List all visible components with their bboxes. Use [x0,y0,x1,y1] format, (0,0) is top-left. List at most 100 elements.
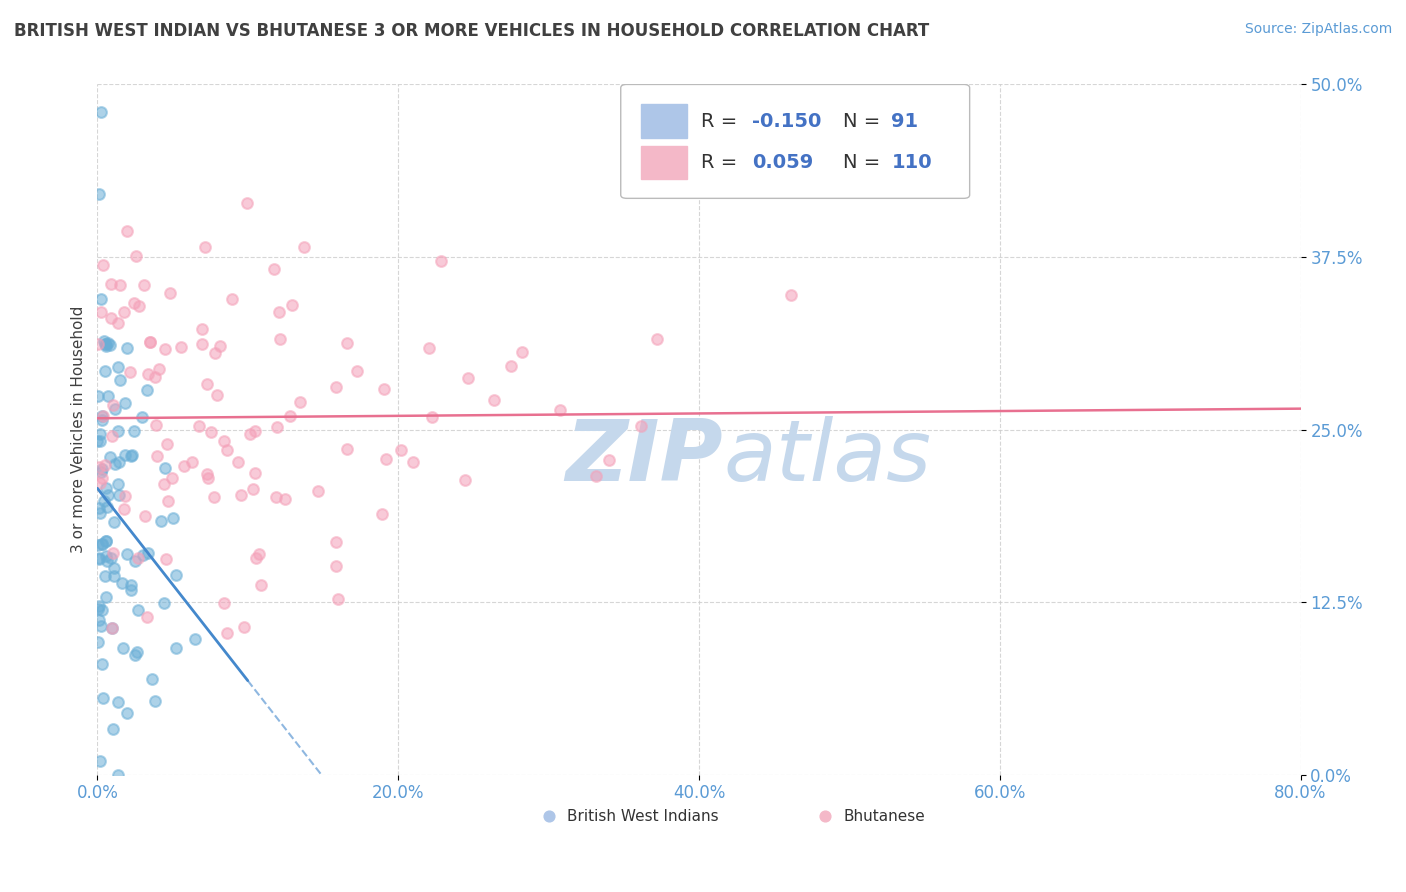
Text: ZIP: ZIP [565,416,723,499]
Point [336,442,359,456]
Point [200,425,222,439]
Point [87,635,110,649]
Point [110,373,132,387]
Point [94,591,117,605]
Point [89,599,111,614]
Point [336,336,359,351]
Point [93,334,115,349]
Point [108,277,131,292]
Point [243,425,266,439]
Point [91,409,114,424]
Point [115,341,138,355]
Point [112,305,135,319]
Point [122,425,145,439]
Point [420,409,443,424]
Point [91,470,114,484]
Point [104,401,127,416]
Point [86,434,108,449]
Point [87,613,110,627]
Point [107,488,129,502]
Text: N =: N = [844,112,887,130]
Point [87,601,110,615]
Point [136,546,159,560]
Point [430,254,453,268]
Point [221,292,243,306]
Point [101,429,124,443]
Point [217,625,239,640]
Point [87,501,110,516]
Point [156,436,179,450]
Point [165,567,187,582]
Point [96,500,118,515]
Point [202,490,225,504]
Text: R =: R = [702,112,744,130]
Point [233,620,256,634]
Point [204,346,226,360]
Point [124,648,146,662]
Point [145,450,167,464]
Point [87,389,110,403]
Point [94,364,117,378]
Point [120,582,142,597]
Text: 91: 91 [891,112,918,130]
Point [89,754,111,768]
Point [191,321,214,335]
Point [97,488,120,502]
Point [273,491,295,506]
Point [87,551,110,566]
Point [454,473,477,487]
Point [108,455,131,469]
Point [107,695,129,709]
Point [326,592,349,607]
Point [281,298,304,312]
Point [136,368,159,382]
Point [278,409,301,423]
Point [100,338,122,352]
Point [112,640,135,655]
FancyBboxPatch shape [641,104,688,137]
Point [205,387,228,401]
Point [103,568,125,582]
Point [162,471,184,485]
Point [94,549,117,563]
Point [112,502,135,516]
Point [191,336,214,351]
Point [91,769,114,783]
Point [96,339,118,353]
Point [250,578,273,592]
Point [548,403,571,417]
Point [91,537,114,551]
Point [290,395,312,409]
Point [94,337,117,351]
Point [165,641,187,656]
Point [127,645,149,659]
Point [239,427,262,442]
Point [89,506,111,520]
Point [269,331,291,345]
Point [214,597,236,611]
Point [107,360,129,375]
Text: N =: N = [844,153,887,172]
Point [155,461,177,475]
Point [107,768,129,782]
Point [247,548,270,562]
Point [93,494,115,508]
Point [94,482,117,496]
Point [292,239,315,253]
Point [122,296,145,310]
Text: R =: R = [702,153,744,172]
Point [135,610,157,624]
Point [131,410,153,425]
Point [482,392,505,407]
Point [94,458,117,472]
Point [107,424,129,438]
Point [87,337,110,351]
Point [779,288,801,302]
Point [89,426,111,441]
Point [170,340,193,354]
Point [134,508,156,523]
Point [100,551,122,566]
Point [91,537,114,551]
Point [96,554,118,568]
Point [389,442,412,457]
